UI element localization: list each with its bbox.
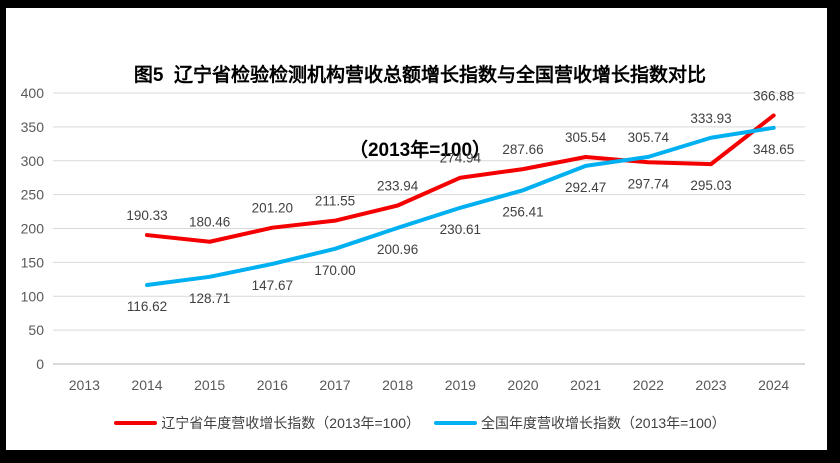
national-data-label-2023: 333.93 [690, 111, 731, 126]
x-axis-tick-label-2019: 2019 [445, 377, 476, 393]
liaoning-data-label-2024: 366.88 [753, 88, 794, 103]
legend-line-swatch-red [114, 421, 158, 425]
x-axis-tick-label-2013: 2013 [69, 377, 100, 393]
legend-label-liaoning: 辽宁省年度营收增长指数（2013年=100） [161, 415, 420, 431]
national-data-label-2017: 170.00 [314, 263, 355, 278]
liaoning-data-label-2018: 233.94 [377, 179, 419, 194]
national-data-label-2015: 128.71 [189, 291, 230, 306]
legend-item-national: 全国年度营收增长指数（2013年=100） [434, 413, 726, 433]
liaoning-data-label-2014: 190.33 [126, 208, 167, 223]
national-data-label-2020: 256.41 [502, 204, 543, 219]
chart-title: 图5 辽宁省检验检测机构营收总额增长指数与全国营收增长指数对比 （2013年=1… [0, 13, 840, 213]
chart-legend: 辽宁省年度营收增长指数（2013年=100） 全国年度营收增长指数（2013年=… [0, 413, 840, 433]
chart-title-line2: （2013年=100） [348, 140, 492, 161]
national-data-label-2018: 200.96 [377, 242, 418, 257]
liaoning-data-label-2023: 295.03 [690, 178, 731, 193]
x-axis-tick-label-2014: 2014 [131, 377, 162, 393]
national-data-label-2014: 116.62 [127, 299, 167, 314]
x-axis-tick-label-2021: 2021 [570, 377, 601, 393]
liaoning-data-label-2015: 180.46 [189, 215, 230, 230]
national-series-line [145, 125, 776, 287]
national-data-label-2019: 230.61 [440, 222, 481, 237]
x-axis-tick-label-2020: 2020 [507, 377, 538, 393]
x-axis-tick-label-2023: 2023 [695, 377, 726, 393]
liaoning-data-label-2021: 305.54 [565, 130, 607, 145]
y-axis-tick-label-150: 150 [21, 254, 45, 270]
x-axis-tick-label-2018: 2018 [382, 377, 413, 393]
y-axis-tick-label-100: 100 [21, 288, 45, 304]
y-axis-tick-label-250: 250 [21, 187, 45, 203]
x-axis-tick-label-2024: 2024 [758, 377, 789, 393]
liaoning-data-label-2020: 287.66 [502, 142, 543, 157]
liaoning-data-label-2019: 274.94 [440, 151, 482, 166]
liaoning-data-label-2017: 211.55 [315, 194, 355, 209]
legend-item-liaoning: 辽宁省年度营收增长指数（2013年=100） [114, 413, 420, 433]
national-data-label-2021: 292.47 [565, 180, 606, 195]
liaoning-series-line [145, 113, 776, 244]
x-axis-tick-label-2017: 2017 [319, 377, 350, 393]
liaoning-data-label-2016: 201.20 [252, 201, 293, 216]
y-axis-tick-label-400: 400 [21, 85, 45, 101]
legend-label-national: 全国年度营收增长指数（2013年=100） [481, 415, 726, 431]
national-data-label-2024: 348.65 [753, 142, 794, 157]
liaoning-data-label-2022: 297.74 [628, 176, 670, 191]
x-axis-tick-label-2022: 2022 [633, 377, 664, 393]
y-axis-tick-label-50: 50 [28, 322, 44, 338]
x-axis-tick-label-2016: 2016 [257, 377, 288, 393]
y-axis-tick-label-300: 300 [21, 153, 45, 169]
legend-line-swatch-blue [434, 421, 477, 425]
y-axis-tick-label-200: 200 [21, 221, 45, 237]
y-axis-tick-label-350: 350 [21, 119, 45, 135]
chart-title-line1: 图5 辽宁省检验检测机构营收总额增长指数与全国营收增长指数对比 [133, 65, 707, 86]
x-axis-tick-label-2015: 2015 [194, 377, 225, 393]
national-data-label-2016: 147.67 [252, 278, 293, 293]
national-data-label-2022: 305.74 [628, 130, 670, 145]
y-axis-tick-label-0: 0 [36, 356, 44, 372]
